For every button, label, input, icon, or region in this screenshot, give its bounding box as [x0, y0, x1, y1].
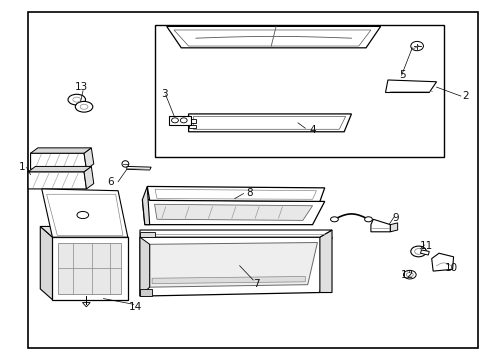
Polygon shape [142, 200, 324, 225]
Polygon shape [30, 148, 91, 153]
Ellipse shape [403, 270, 415, 279]
Polygon shape [166, 26, 380, 48]
Polygon shape [188, 125, 196, 128]
Polygon shape [152, 276, 305, 284]
Text: 3: 3 [161, 89, 167, 99]
Ellipse shape [77, 211, 88, 219]
Polygon shape [28, 172, 86, 189]
Ellipse shape [410, 41, 423, 51]
Polygon shape [40, 226, 52, 300]
Polygon shape [140, 232, 154, 237]
Text: 11: 11 [419, 241, 432, 251]
Polygon shape [140, 237, 331, 296]
Polygon shape [84, 166, 94, 189]
Polygon shape [58, 243, 120, 294]
Bar [154, 24, 443, 157]
Text: 12: 12 [400, 270, 413, 280]
Ellipse shape [330, 217, 338, 222]
Text: 13: 13 [75, 82, 88, 92]
Text: 9: 9 [391, 212, 398, 222]
Polygon shape [140, 230, 331, 237]
Polygon shape [188, 114, 351, 132]
Polygon shape [188, 118, 196, 123]
Polygon shape [319, 230, 331, 293]
Polygon shape [28, 166, 91, 172]
Ellipse shape [75, 102, 93, 112]
Polygon shape [147, 186, 324, 202]
Polygon shape [84, 148, 94, 169]
Polygon shape [385, 80, 436, 93]
Polygon shape [154, 204, 312, 220]
Ellipse shape [122, 161, 128, 167]
Polygon shape [52, 237, 127, 300]
Polygon shape [370, 219, 389, 232]
Polygon shape [41, 189, 127, 237]
Text: 10: 10 [444, 262, 457, 273]
Polygon shape [431, 253, 453, 271]
Polygon shape [142, 186, 149, 225]
Polygon shape [126, 166, 151, 170]
Polygon shape [169, 116, 191, 125]
Ellipse shape [68, 94, 85, 105]
Text: 1: 1 [19, 162, 25, 172]
Text: 2: 2 [462, 91, 468, 101]
Text: 4: 4 [308, 125, 315, 135]
Polygon shape [140, 289, 152, 296]
Polygon shape [149, 243, 317, 287]
Ellipse shape [364, 217, 372, 222]
Text: 6: 6 [107, 177, 114, 187]
Polygon shape [420, 250, 428, 255]
Polygon shape [140, 237, 149, 296]
Text: 8: 8 [245, 188, 252, 198]
Ellipse shape [410, 246, 426, 257]
Text: 5: 5 [398, 69, 405, 80]
Polygon shape [40, 226, 127, 237]
Text: 7: 7 [253, 279, 260, 289]
Polygon shape [389, 223, 397, 232]
Polygon shape [30, 153, 86, 169]
Text: 14: 14 [128, 302, 142, 312]
